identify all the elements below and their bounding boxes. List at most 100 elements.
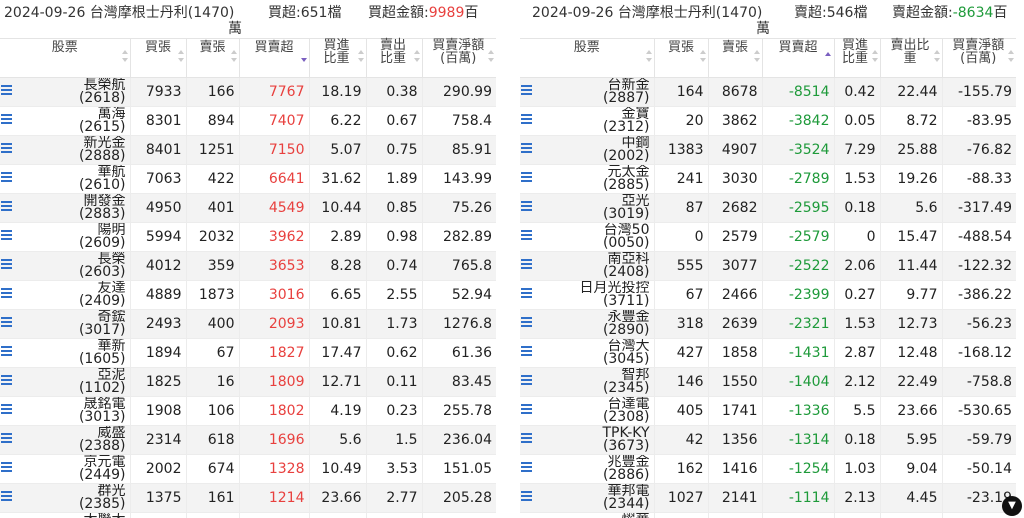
table-row[interactable]: 開發金 (2883) 4950 401 4549 10.44 0.85 75.26 bbox=[0, 193, 496, 223]
table-row[interactable]: 長榮 (2603) 4012 359 3653 8.28 0.74 765.8 bbox=[0, 251, 496, 281]
col-stock[interactable]: 股票 bbox=[0, 38, 130, 78]
list-icon[interactable] bbox=[521, 288, 532, 298]
stock-cell[interactable]: 群光 (2385) bbox=[0, 483, 130, 513]
stock-cell[interactable]: 台灣大 (3045) bbox=[520, 338, 654, 368]
stock-name[interactable]: 晟銘電 bbox=[83, 396, 126, 412]
col-buy[interactable]: 買張 bbox=[653, 38, 708, 78]
table-row[interactable]: 威盛 (2388) 2314 618 1696 5.6 1.5 236.04 bbox=[0, 425, 496, 455]
list-icon[interactable] bbox=[1, 172, 12, 182]
table-row[interactable]: 亞光 (3019) 87 2682 -2595 0.18 5.6 -317.49 bbox=[520, 193, 1016, 223]
sort-icon[interactable] bbox=[357, 50, 364, 64]
stock-name[interactable]: 永豐金 bbox=[607, 309, 650, 325]
list-icon[interactable] bbox=[1, 201, 12, 211]
list-icon[interactable] bbox=[1, 404, 12, 414]
list-icon[interactable] bbox=[521, 346, 532, 356]
list-icon[interactable] bbox=[521, 114, 532, 124]
sort-icon[interactable] bbox=[413, 50, 420, 64]
table-row[interactable]: 華航 (2610) 7063 422 6641 31.62 1.89 143.99 bbox=[0, 164, 496, 194]
stock-cell[interactable]: 台灣50 (0050) bbox=[520, 222, 654, 252]
table-row[interactable]: 奇鋐 (3017) 2493 400 2093 10.81 1.73 1276.8 bbox=[0, 309, 496, 339]
stock-cell[interactable]: 長榮 (2603) bbox=[0, 251, 130, 281]
stock-name[interactable]: 京元電 bbox=[83, 454, 126, 470]
sort-icon[interactable] bbox=[488, 50, 494, 64]
col-buy-pct[interactable]: 買進比重 bbox=[308, 38, 366, 78]
stock-name[interactable]: 華邦電 bbox=[607, 483, 650, 499]
table-row[interactable]: 陽明 (2609) 5994 2032 3962 2.89 0.98 282.89 bbox=[0, 222, 496, 252]
stock-cell[interactable]: 奇鋐 (3017) bbox=[0, 309, 130, 339]
stock-cell[interactable]: 台新金 (2887) bbox=[520, 77, 654, 107]
stock-name[interactable]: 新光金 bbox=[83, 135, 126, 151]
stock-name[interactable]: 群光 bbox=[97, 483, 126, 499]
table-row[interactable]: 友達 (2409) 4889 1873 3016 6.65 2.55 52.94 bbox=[0, 280, 496, 310]
sort-icon[interactable] bbox=[121, 50, 128, 64]
col-sell-pct[interactable]: 賣出比重 bbox=[879, 38, 942, 78]
stock-name[interactable]: 台達電 bbox=[607, 396, 650, 412]
sort-icon[interactable] bbox=[1008, 50, 1014, 64]
list-icon[interactable] bbox=[1, 491, 12, 501]
list-icon[interactable] bbox=[1, 259, 12, 269]
table-row[interactable]: 台灣大 (3045) 427 1858 -1431 2.87 12.48 -168.12 bbox=[520, 338, 1016, 368]
stock-cell[interactable]: 華航 (2610) bbox=[0, 164, 130, 194]
list-icon[interactable] bbox=[521, 433, 532, 443]
list-icon[interactable] bbox=[521, 172, 532, 182]
stock-cell[interactable]: 智邦 (2345) bbox=[520, 367, 654, 397]
stock-name[interactable]: 亞光 bbox=[621, 193, 650, 209]
stock-name[interactable]: 開發金 bbox=[83, 193, 126, 209]
table-row[interactable]: 萬海 (2615) 8301 894 7407 6.22 0.67 758.4 bbox=[0, 106, 496, 136]
stock-cell[interactable]: 華邦電 (2344) bbox=[520, 483, 654, 513]
list-icon[interactable] bbox=[1, 85, 12, 95]
stock-name[interactable]: 華航 bbox=[97, 164, 126, 180]
table-row[interactable]: 台達電 (2308) 405 1741 -1336 5.5 23.66 -530.65 bbox=[520, 396, 1016, 426]
stock-name[interactable]: 元太金 bbox=[607, 164, 650, 180]
list-icon[interactable] bbox=[1, 230, 12, 240]
stock-cell[interactable]: 中鋼 (2002) bbox=[520, 135, 654, 165]
sort-icon[interactable] bbox=[826, 50, 831, 64]
table-row[interactable]: 新光金 (2888) 8401 1251 7150 5.07 0.75 85.91 bbox=[0, 135, 496, 165]
stock-cell[interactable]: 萬海 (2615) bbox=[0, 106, 130, 136]
sort-icon[interactable] bbox=[230, 50, 237, 64]
stock-cell[interactable]: 友達 (2409) bbox=[0, 280, 130, 310]
table-row[interactable]: 長榮航 (2618) 7933 166 7767 18.19 0.38 290.99 bbox=[0, 77, 496, 107]
scroll-down-icon[interactable]: ▼ bbox=[1002, 496, 1022, 516]
table-row[interactable]: TPK-KY (3673) 42 1356 -1314 0.18 5.95 -59.79 bbox=[520, 425, 1016, 455]
stock-name[interactable]: 長榮 bbox=[97, 251, 126, 267]
stock-cell[interactable]: 威盛 (2388) bbox=[0, 425, 130, 455]
table-row[interactable]: 台灣50 (0050) 0 2579 -2579 0 15.47 -488.54 bbox=[520, 222, 1016, 252]
stock-name[interactable]: 南亞科 bbox=[607, 251, 650, 267]
stock-cell[interactable]: 長榮航 (2618) bbox=[0, 77, 130, 107]
stock-cell[interactable]: 亞光 (3019) bbox=[520, 193, 654, 223]
stock-name[interactable]: 中鋼 bbox=[621, 135, 650, 151]
list-icon[interactable] bbox=[1, 288, 12, 298]
table-row[interactable]: 群光 (2385) 1375 161 1214 23.66 2.77 205.28 bbox=[0, 483, 496, 513]
col-sell[interactable]: 賣張 bbox=[707, 38, 762, 78]
col-buy-pct[interactable]: 買進比重 bbox=[833, 38, 880, 78]
stock-name[interactable]: 奇鋐 bbox=[97, 309, 126, 325]
list-icon[interactable] bbox=[1, 433, 12, 443]
stock-cell[interactable]: 新光金 (2888) bbox=[0, 135, 130, 165]
table-row[interactable]: 華新 (1605) 1894 67 1827 17.47 0.62 61.36 bbox=[0, 338, 496, 368]
table-row[interactable]: 晟銘電 (3013) 1908 106 1802 4.19 0.23 255.78 bbox=[0, 396, 496, 426]
list-icon[interactable] bbox=[1, 375, 12, 385]
stock-cell[interactable]: 開發金 (2883) bbox=[0, 193, 130, 223]
stock-name[interactable]: 台灣50 bbox=[603, 222, 650, 238]
list-icon[interactable] bbox=[1, 462, 12, 472]
stock-name[interactable]: 台新金 bbox=[607, 77, 650, 93]
list-icon[interactable] bbox=[1, 346, 12, 356]
col-net[interactable]: 買賣超 bbox=[238, 38, 309, 78]
table-row[interactable]: 京元電 (2449) 2002 674 1328 10.49 3.53 151.05 bbox=[0, 454, 496, 484]
stock-cell[interactable]: 元太金 (2885) bbox=[520, 164, 654, 194]
stock-cell[interactable]: 燿華 bbox=[520, 512, 654, 518]
col-amount[interactable]: 買賣淨額(百萬) bbox=[421, 38, 496, 78]
col-buy[interactable]: 買張 bbox=[129, 38, 186, 78]
list-icon[interactable] bbox=[521, 230, 532, 240]
list-icon[interactable] bbox=[521, 317, 532, 327]
list-icon[interactable] bbox=[521, 375, 532, 385]
table-row[interactable]: 智邦 (2345) 146 1550 -1404 2.12 22.49 -758.8 bbox=[520, 367, 1016, 397]
stock-name[interactable]: 華新 bbox=[97, 338, 126, 354]
list-icon[interactable] bbox=[521, 143, 532, 153]
stock-name[interactable]: TPK-KY bbox=[602, 425, 650, 441]
stock-name[interactable]: 友達 bbox=[97, 280, 126, 296]
stock-name[interactable]: 威盛 bbox=[97, 425, 126, 441]
col-stock[interactable]: 股票 bbox=[520, 38, 654, 78]
stock-cell[interactable]: 大聯大 bbox=[0, 512, 130, 518]
